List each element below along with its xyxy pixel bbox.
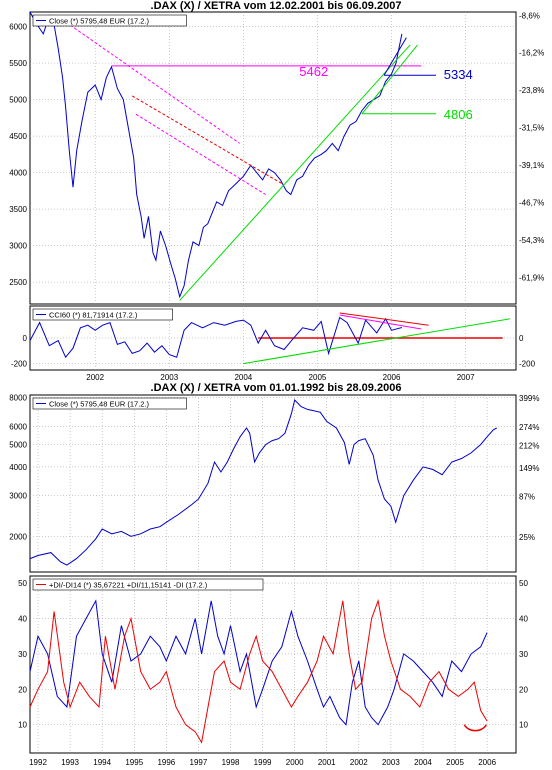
bottom-x-label-1998: 1998 [222,758,240,767]
bottom-price-rtick-399%: 399% [519,394,539,403]
top-price-series-downtrend-2 [131,95,283,185]
top-price-ytick-5500: 5500 [9,59,27,68]
top-price-rtick--8,6%: -8,6% [519,12,540,21]
top-price-series-0 [29,11,403,299]
top-price-ytick-4000: 4000 [9,169,27,178]
bottom-dmi-legend-box [32,578,264,591]
top-price-rtick--16,2%: -16,2% [519,49,544,58]
top-price-ytick-5000: 5000 [9,96,27,105]
top-price-series-channel [383,37,407,76]
top-cci-rtick-0: 0 [519,334,524,343]
top-cci-legend: CCI60 (*) 81,71914 (17.2.) [49,311,138,320]
top-price-series-support-2 [361,44,418,115]
bottom-price-rtick-25%: 25% [519,533,535,542]
top-x-label-2007: 2007 [457,373,475,382]
top-cci-series-3 [339,314,422,330]
bottom-x-label-2006: 2006 [478,758,496,767]
bottom-dmi-annotation-arc [463,724,487,732]
bottom-x-label-2001: 2001 [318,758,336,767]
bottom-dmi-ytick-40: 40 [18,614,27,623]
level-label-5334: 5334 [444,67,473,82]
bottom-x-label-1995: 1995 [125,758,143,767]
top-price-series-downtrend-1 [61,18,240,144]
bottom-price-legend: Close (*) 5795,48 EUR (17.2.) [49,400,150,409]
bottom-x-label-1994: 1994 [93,758,111,767]
top-price-rtick--31,5%: -31,5% [519,124,544,133]
top-price-rtick--39,1%: -39,1% [519,161,544,170]
bottom-price-ytick-2000: 2000 [9,532,27,541]
bottom-price-series-0 [29,398,498,566]
top-price-legend: Close (*) 5795,48 EUR (17.2.) [49,17,150,26]
bottom-price-ytick-3000: 3000 [9,492,27,501]
bottom-price-frame [29,394,517,573]
bottom-dmi-series--DI [29,598,488,744]
bottom-x-label-1999: 1999 [254,758,272,767]
level-label-5462: 5462 [299,64,328,79]
bottom-dmi-legend: +DI/-DI14 (*) 35,67221 +DI/11,15141 -DI … [49,581,208,590]
bottom-x-label-2002: 2002 [350,758,368,767]
bottom-dmi-rtick-10: 10 [519,721,528,730]
top-cci-ytick-0: 0 [23,334,28,343]
top-price-rtick--54,3%: -54,3% [519,236,544,245]
bottom-dmi-ytick-20: 20 [18,685,27,694]
bottom-dmi-rtick-40: 40 [519,614,528,623]
top-x-label-2005: 2005 [309,373,327,382]
bottom-x-label-1993: 1993 [61,758,79,767]
bottom-dmi-series-+DI [29,599,488,726]
bottom-x-label-2000: 2000 [286,758,304,767]
bottom-x-label-1997: 1997 [190,758,208,767]
top-price-rtick--61,9%: -61,9% [519,274,544,283]
bottom-price-ytick-4000: 4000 [9,463,27,472]
top-price-ytick-4500: 4500 [9,132,27,141]
bottom-dmi-ytick-30: 30 [18,650,27,659]
bottom-price-rtick-274%: 274% [519,423,539,432]
top-price-ytick-3000: 3000 [9,242,27,251]
top-x-label-2006: 2006 [383,373,401,382]
bottom-dmi-rtick-30: 30 [519,650,528,659]
bottom-price-ytick-5000: 5000 [9,441,27,450]
top-x-label-2003: 2003 [160,373,178,382]
bottom-chart-title: .DAX (X) / XETRA vom 01.01.1992 bis 28.0… [150,382,402,394]
top-x-label-2004: 2004 [234,373,252,382]
top-price-rtick--46,7%: -46,7% [519,198,544,207]
bottom-x-label-1996: 1996 [157,758,175,767]
level-label-4806: 4806 [444,107,473,122]
bottom-dmi-ytick-10: 10 [18,721,27,730]
top-x-label-2002: 2002 [86,373,104,382]
top-price-frame [29,11,517,305]
bottom-price-rtick-212%: 212% [519,441,539,450]
bottom-price-rtick-87%: 87% [519,493,535,502]
bottom-dmi-rtick-20: 20 [519,685,528,694]
top-price-ytick-2500: 2500 [9,278,27,287]
top-price-ytick-3500: 3500 [9,205,27,214]
bottom-price-legend-box [32,397,187,410]
bottom-price-ytick-6000: 6000 [9,422,27,431]
bottom-x-label-2005: 2005 [446,758,464,767]
top-cci-rtick--200: -200 [519,360,536,369]
bottom-x-label-2003: 2003 [382,758,400,767]
top-cci-series-0 [29,316,403,359]
bottom-dmi-rtick-50: 50 [519,579,528,588]
top-cci-series-2 [339,312,429,326]
top-price-ytick-6000: 6000 [9,23,27,32]
top-price-rtick--23,8%: -23,8% [519,86,544,95]
bottom-dmi-ytick-50: 50 [18,579,27,588]
top-price-legend-box [32,14,187,27]
top-cci-ytick--200: -200 [11,360,28,369]
top-cci-series-1 [243,318,511,365]
bottom-x-label-2004: 2004 [414,758,432,767]
top-cci-legend-box [32,308,173,321]
bottom-x-label-1992: 1992 [29,758,47,767]
top-price-series-downtrend-3 [135,113,266,195]
bottom-price-ytick-8000: 8000 [9,393,27,402]
top-price-series-support-1 [179,44,411,301]
bottom-price-rtick-149%: 149% [519,464,539,473]
top-chart-title: .DAX (X) / XETRA vom 12.02.2001 bis 06.0… [150,0,402,12]
